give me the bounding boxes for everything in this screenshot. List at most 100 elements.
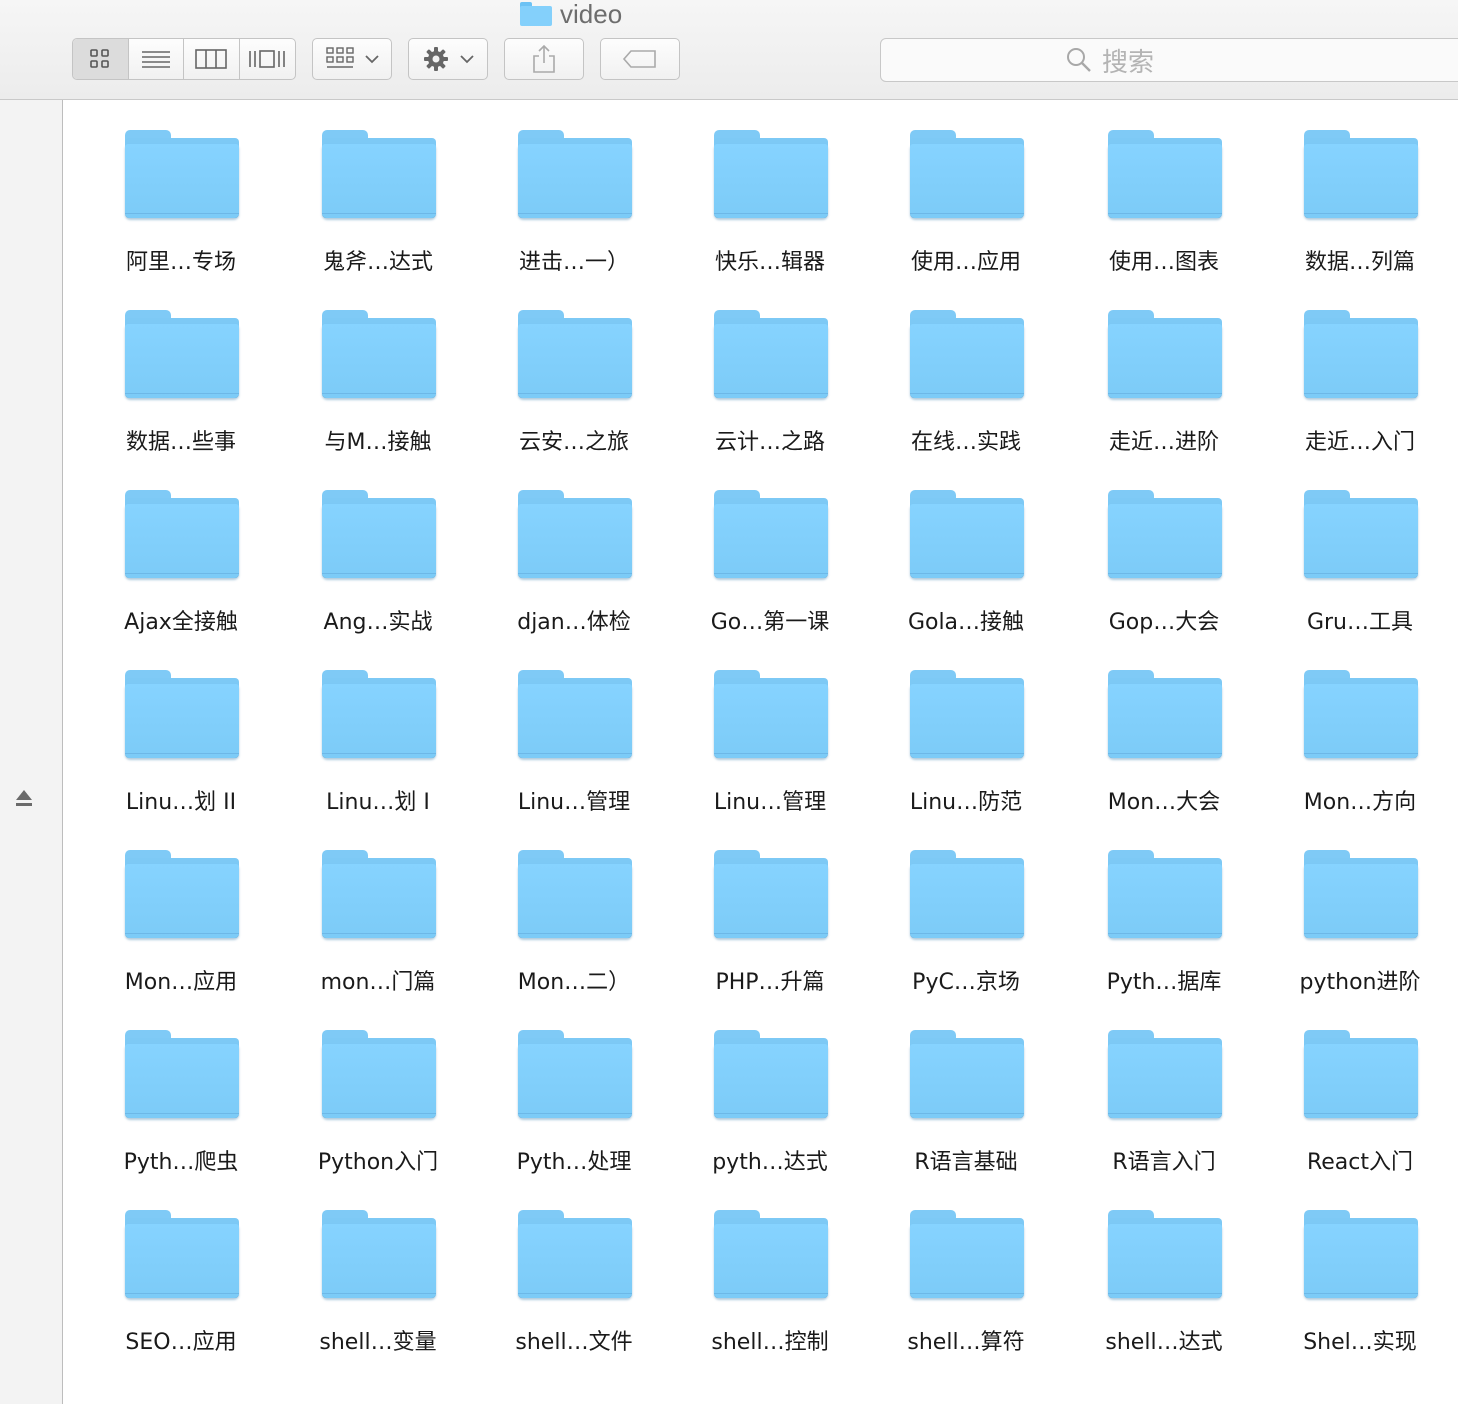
folder-label: 阿里…专场 [125, 250, 236, 275]
tag-button[interactable] [600, 38, 680, 80]
folder-item[interactable]: 使用…图表 [1066, 100, 1262, 280]
folder-label: Mon…方向 [1303, 790, 1417, 815]
folder-item[interactable]: shell…算符 [868, 1180, 1064, 1360]
folder-icon [125, 1030, 239, 1122]
folder-label: shell…变量 [319, 1330, 437, 1355]
folder-item[interactable]: 走近…进阶 [1066, 280, 1262, 460]
folder-icon [1304, 310, 1418, 402]
folder-item[interactable]: Linu…划 II [83, 640, 279, 820]
action-button[interactable] [408, 38, 488, 80]
folder-item[interactable]: Mon…二） [476, 820, 672, 1000]
folder-icon [714, 490, 828, 582]
folder-icon [714, 1210, 828, 1302]
tag-icon [622, 50, 656, 68]
arrange-button[interactable] [312, 38, 392, 80]
folder-icon [125, 490, 239, 582]
folder-item[interactable]: SEO…应用 [83, 1180, 279, 1360]
folder-icon [1304, 130, 1418, 222]
folder-item[interactable]: Mon…大会 [1066, 640, 1262, 820]
folder-label: React入门 [1306, 1150, 1414, 1175]
folder-icon [518, 310, 632, 402]
folder-item[interactable]: React入门 [1262, 1000, 1458, 1180]
folder-item[interactable]: shell…文件 [476, 1180, 672, 1360]
list-view-icon [141, 51, 170, 68]
folder-item[interactable]: Gop…大会 [1066, 460, 1262, 640]
folder-item[interactable]: 云计…之路 [672, 280, 868, 460]
folder-item[interactable]: Pyth…据库 [1066, 820, 1262, 1000]
folder-icon [910, 490, 1024, 582]
folder-item[interactable]: Linu…划 I [280, 640, 476, 820]
folder-label: Linu…管理 [713, 790, 827, 815]
window-title-text: video [560, 0, 623, 29]
folder-item[interactable]: shell…变量 [280, 1180, 476, 1360]
folder-label: Gru…工具 [1306, 610, 1414, 635]
search-placeholder: 搜索 [1101, 47, 1154, 78]
share-button[interactable] [504, 38, 584, 80]
folder-item[interactable]: 在线…实践 [868, 280, 1064, 460]
folder-item[interactable]: R语言基础 [868, 1000, 1064, 1180]
folder-item[interactable]: shell…控制 [672, 1180, 868, 1360]
icon-view-button[interactable] [73, 39, 129, 79]
folder-item[interactable]: 数据…列篇 [1262, 100, 1458, 280]
folder-item[interactable]: R语言入门 [1066, 1000, 1262, 1180]
folder-label: Linu…划 II [125, 790, 237, 815]
folder-item[interactable]: Gola…接触 [868, 460, 1064, 640]
folder-item[interactable]: Ang…实战 [280, 460, 476, 640]
folder-item[interactable]: 数据…些事 [83, 280, 279, 460]
folder-item[interactable]: 云安…之旅 [476, 280, 672, 460]
folder-label: PHP…升篇 [715, 970, 825, 995]
folder-item[interactable]: 鬼斧…达式 [280, 100, 476, 280]
folder-icon [1304, 670, 1418, 762]
folder-item[interactable]: Linu…管理 [672, 640, 868, 820]
folder-label: 与M…接触 [324, 430, 432, 455]
folder-icon [322, 130, 436, 222]
folder-item[interactable]: Python入门 [280, 1000, 476, 1180]
list-view-button[interactable] [129, 39, 184, 79]
cover-flow-view-button[interactable] [240, 39, 296, 79]
folder-label: shell…文件 [515, 1330, 633, 1355]
folder-icon [1304, 490, 1418, 582]
folder-item[interactable]: Linu…防范 [868, 640, 1064, 820]
folder-item[interactable]: 使用…应用 [868, 100, 1064, 280]
folder-label: 云安…之旅 [518, 430, 629, 455]
folder-item[interactable]: 快乐…辑器 [672, 100, 868, 280]
folder-item[interactable]: Pyth…处理 [476, 1000, 672, 1180]
folder-item[interactable]: shell…达式 [1066, 1180, 1262, 1360]
folder-label: 数据…些事 [125, 430, 236, 455]
folder-item[interactable]: Go…第一课 [672, 460, 868, 640]
folder-item[interactable]: 走近…入门 [1262, 280, 1458, 460]
folder-item[interactable]: pyth…达式 [672, 1000, 868, 1180]
folder-item[interactable]: mon…门篇 [280, 820, 476, 1000]
folder-label: mon…门篇 [320, 970, 436, 995]
folder-icon [1108, 1030, 1222, 1122]
folder-item[interactable]: python进阶 [1262, 820, 1458, 1000]
folder-item[interactable]: Mon…方向 [1262, 640, 1458, 820]
folder-item[interactable]: PyC…京场 [868, 820, 1064, 1000]
folder-item[interactable]: 阿里…专场 [83, 100, 279, 280]
folder-label: Python入门 [317, 1150, 439, 1175]
folder-label: Ajax全接触 [124, 610, 238, 635]
folder-item[interactable]: Gru…工具 [1262, 460, 1458, 640]
eject-icon[interactable] [14, 788, 34, 808]
folder-item[interactable]: Shel…实现 [1262, 1180, 1458, 1360]
search-field[interactable]: 搜索 [880, 38, 1458, 82]
folder-label: Mon…应用 [124, 970, 238, 995]
folder-icon [1304, 1030, 1418, 1122]
folder-item[interactable]: PHP…升篇 [672, 820, 868, 1000]
cover-flow-icon [249, 50, 286, 68]
folder-label: 数据…列篇 [1304, 250, 1415, 275]
folder-icon [1108, 490, 1222, 582]
folder-label: 走近…进阶 [1108, 430, 1219, 455]
folder-item[interactable]: 与M…接触 [280, 280, 476, 460]
folder-item[interactable]: Mon…应用 [83, 820, 279, 1000]
folder-item[interactable]: djan…体检 [476, 460, 672, 640]
column-view-button[interactable] [184, 39, 240, 79]
folder-label: 快乐…辑器 [714, 250, 825, 275]
folder-item[interactable]: Linu…管理 [476, 640, 672, 820]
folder-item[interactable]: Ajax全接触 [83, 460, 279, 640]
folder-item[interactable]: Pyth…爬虫 [83, 1000, 279, 1180]
folder-item[interactable]: 进击…一） [476, 100, 672, 280]
folder-icon [1304, 1210, 1418, 1302]
folder-label: Ang…实战 [323, 610, 433, 635]
folder-icon [714, 310, 828, 402]
